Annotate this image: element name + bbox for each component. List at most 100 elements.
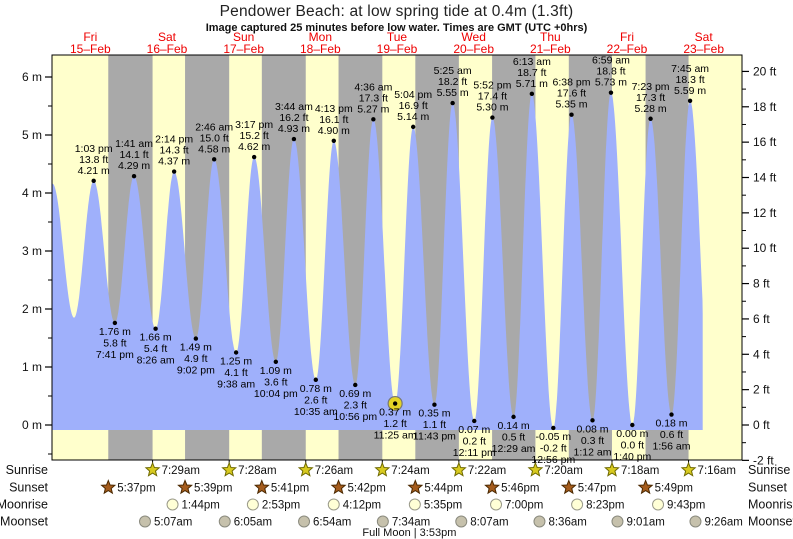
tide-extreme-dot: [529, 91, 535, 97]
tide-extreme-label: 1.2 ft: [383, 418, 406, 430]
tide-extreme-label: 4.37 m: [158, 156, 190, 168]
tide-extreme-label: 1.49 m: [180, 342, 212, 354]
moonrise-circle: [166, 498, 179, 511]
tide-extreme-label: 2:46 am: [195, 121, 233, 133]
sunrise-event: 7:29am: [144, 461, 200, 477]
tide-extreme-label: 0.14 m: [497, 420, 529, 432]
axis-right: -2 ft 0 ft 2 ft 4 ft 6 ft 8 ft 10 ft 12 ft 14 ft…: [742, 64, 777, 467]
sunrise-event: 7:28am: [221, 461, 277, 477]
sunset-event: 5:41pm: [253, 479, 309, 495]
tide-extreme-label: 8:26 am: [137, 355, 175, 367]
tide-extreme-label: 17.3 ft: [636, 92, 665, 104]
moonset-event: 8:07am: [455, 515, 509, 529]
day-labels: Fri15–FebSat16–FebSun17–FebMon18–FebTue1…: [70, 30, 724, 56]
moonrise-event: 2:53pm: [246, 498, 300, 512]
moonrise-time: 4:12pm: [343, 500, 381, 512]
sunrise-event: 7:26am: [297, 461, 353, 477]
moonrise-circle: [327, 498, 340, 511]
tide-extreme-label: 10:04 pm: [254, 388, 298, 400]
tide-extreme-label: 15.0 ft: [200, 132, 229, 144]
tide-extreme-label: 5.35 m: [555, 99, 587, 111]
sunset-star: [100, 479, 117, 495]
tide-extreme-label: 0.37 m: [379, 407, 411, 419]
y-right-tick-label: 12 ft: [753, 206, 777, 220]
day-name: Fri: [83, 30, 97, 44]
tide-extreme-label: 5.30 m: [476, 102, 508, 114]
tide-extreme-dot: [291, 136, 297, 142]
y-left-tick-label: 3 m: [22, 244, 42, 258]
day-name: Mon: [309, 30, 332, 44]
moonrise-event: 4:12pm: [327, 498, 381, 512]
tide-extreme-label: 1:41 am: [115, 138, 153, 150]
tide-extreme-dot: [251, 154, 257, 160]
tide-extreme-label: 5.73 m: [595, 77, 627, 89]
tide-extreme-label: 14.3 ft: [160, 145, 189, 157]
row-label-right: Sunset: [748, 481, 787, 495]
sunset-time: 5:41pm: [271, 483, 309, 495]
sunrise-time: 7:29am: [162, 465, 200, 477]
tide-extreme-label: 5:04 pm: [394, 89, 432, 101]
row-label-right: Moonrise: [748, 498, 793, 512]
tide-extreme-label: 0.2 ft: [463, 435, 486, 447]
day-name: Tue: [387, 30, 408, 44]
day-name: Wed: [461, 30, 485, 44]
axis-left: 0 m 1 m 2 m 3 m 4 m 5 m 6 m: [22, 70, 52, 455]
tide-extreme-label: 3.6 ft: [264, 376, 287, 388]
sunset-event: 5:39pm: [177, 479, 232, 495]
tide-extreme-dot: [211, 157, 217, 162]
row-label-left: Sunrise: [6, 463, 48, 477]
moonset-circle: [376, 515, 389, 528]
row-label-right: Moonset: [748, 515, 793, 529]
tide-extreme-label: 4.29 m: [118, 160, 150, 172]
day-date: 16–Feb: [147, 42, 188, 56]
moonset-event: 9:26am: [689, 515, 743, 529]
tide-extreme-dot: [630, 422, 635, 428]
moonrise-circle: [490, 498, 503, 511]
moonrise-time: 2:53pm: [262, 500, 300, 512]
tide-extreme-label: 5.55 m: [437, 87, 469, 99]
tide-extreme-label: 4.90 m: [318, 125, 350, 137]
low-tide-annotation: 0.08 m0.3 ft1:12 am: [574, 418, 612, 458]
day-name: Sat: [695, 30, 714, 44]
tide-extreme-label: 5.4 ft: [144, 343, 167, 355]
tide-extreme-label: 4:13 pm: [315, 103, 353, 115]
row-label-right: Sunrise: [748, 463, 790, 477]
tide-extreme-label: 2.3 ft: [344, 399, 367, 411]
tide-extreme-dot: [490, 115, 495, 120]
moonset-event: 6:05am: [218, 515, 272, 529]
tide-extreme-label: 5:25 am: [434, 65, 472, 77]
tide-extreme-label: 5.28 m: [635, 103, 667, 115]
sunrise-star: [680, 461, 697, 477]
moonset-circle: [611, 515, 624, 528]
tide-extreme-dot: [410, 124, 416, 130]
moonrise-event: 1:44pm: [166, 498, 220, 512]
moonset-event: 5:07am: [139, 515, 192, 529]
tide-extreme-label: 6:38 pm: [553, 77, 591, 89]
moonrise-time: 5:35pm: [424, 500, 462, 512]
sunrise-time: 7:28am: [238, 465, 276, 477]
day-date: 22–Feb: [607, 42, 648, 56]
tide-extreme-dot: [392, 401, 398, 406]
tide-extreme-label: 7:41 pm: [96, 349, 134, 361]
tide-extreme-dot: [687, 98, 693, 103]
moonset-circle: [298, 515, 311, 528]
tide-extreme-label: 0.08 m: [576, 423, 608, 435]
sunrise-star: [527, 461, 544, 477]
sunrise-time: 7:26am: [315, 465, 353, 477]
tide-extreme-label: 15.2 ft: [240, 130, 269, 142]
tide-extreme-dot: [313, 377, 319, 382]
y-left-tick-label: 0 m: [22, 418, 42, 432]
sunset-time: 5:42pm: [348, 483, 386, 495]
moonset-circle: [139, 515, 152, 528]
low-tide-annotation: 0.18 m0.6 ft1:56 am: [653, 412, 691, 453]
